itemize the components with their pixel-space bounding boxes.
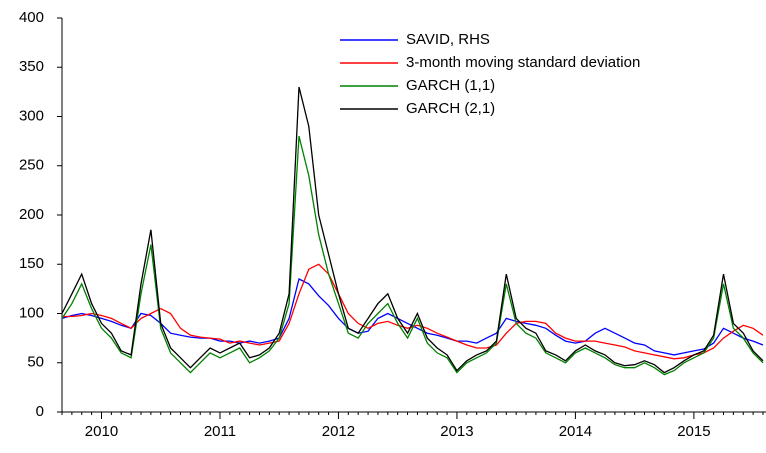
y-tick-label: 0 (36, 403, 44, 420)
x-tick-label: 2012 (322, 423, 355, 440)
legend-label: GARCH (2,1) (406, 100, 495, 117)
y-tick-label: 200 (19, 206, 44, 223)
y-tick-label: 250 (19, 157, 44, 174)
y-tick-label: 400 (19, 9, 44, 26)
series-line (61, 136, 764, 376)
series-line (61, 86, 764, 374)
legend-label: 3-month moving standard deviation (406, 54, 640, 71)
y-tick-label: 300 (19, 107, 44, 124)
x-tick-label: 2010 (85, 423, 118, 440)
legend-label: GARCH (1,1) (406, 77, 495, 94)
legend-label: SAVID, RHS (406, 31, 490, 48)
y-tick-label: 50 (27, 354, 44, 371)
y-tick-label: 100 (19, 304, 44, 321)
x-tick-label: 2014 (559, 423, 592, 440)
x-tick-label: 2011 (204, 423, 236, 440)
y-tick-label: 350 (19, 58, 44, 75)
x-tick-label: 2015 (677, 423, 710, 440)
series-line (61, 278, 764, 356)
y-tick-label: 150 (19, 255, 44, 272)
x-tick-label: 2013 (440, 423, 473, 440)
